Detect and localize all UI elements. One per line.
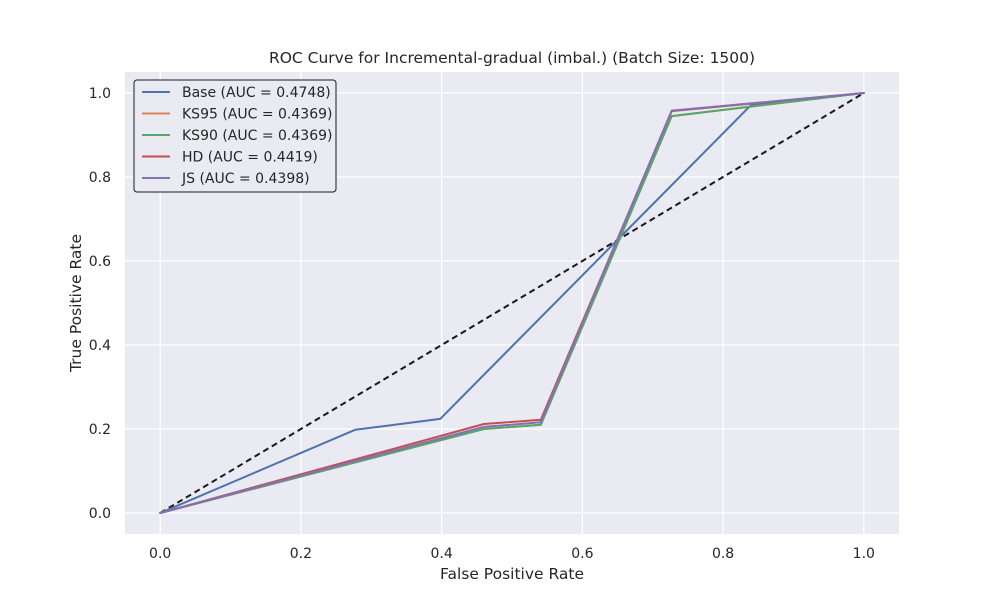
x-tick-label: 1.0 — [853, 546, 875, 562]
y-axis-label: True Positive Rate — [67, 234, 85, 373]
tick-labels: 0.0 0.2 0.4 0.6 0.8 1.0 0.0 0.2 0.4 0.6 0.8 1.0 — [89, 86, 875, 562]
grid-lines — [125, 72, 899, 534]
legend-label-hd: HD (AUC = 0.4419) — [182, 150, 318, 166]
y-tick-label: 0.0 — [89, 506, 111, 522]
legend-label-ks95: KS95 (AUC = 0.4369) — [182, 107, 332, 123]
legend: Base (AUC = 0.4748) KS95 (AUC = 0.4369) KS… — [133, 79, 337, 193]
x-tick-label: 0.0 — [149, 546, 171, 562]
x-tick-label: 0.6 — [571, 546, 593, 562]
legend-label-ks90: KS90 (AUC = 0.4369) — [182, 128, 332, 144]
series-line-ks90 — [159, 92, 865, 514]
legend-label-base: Base (AUC = 0.4748) — [182, 85, 331, 101]
reference-line-group — [159, 92, 865, 514]
y-tick-label: 0.2 — [89, 422, 111, 438]
x-axis-label: False Positive Rate — [440, 565, 584, 583]
legend-label-js: JS (AUC = 0.4398) — [181, 171, 310, 187]
series-line-js — [159, 92, 865, 514]
legend-box — [133, 79, 337, 193]
y-tick-label: 0.8 — [89, 170, 111, 186]
x-tick-label: 0.4 — [431, 546, 453, 562]
chart-title: ROC Curve for Incremental-gradual (imbal… — [269, 49, 755, 67]
series-lines — [159, 92, 865, 514]
chance-reference-line — [159, 92, 865, 514]
x-tick-label: 0.2 — [290, 546, 312, 562]
y-tick-label: 0.4 — [89, 338, 111, 354]
y-tick-label: 1.0 — [89, 86, 111, 102]
x-tick-label: 0.8 — [712, 546, 734, 562]
y-tick-label: 0.6 — [89, 254, 111, 270]
